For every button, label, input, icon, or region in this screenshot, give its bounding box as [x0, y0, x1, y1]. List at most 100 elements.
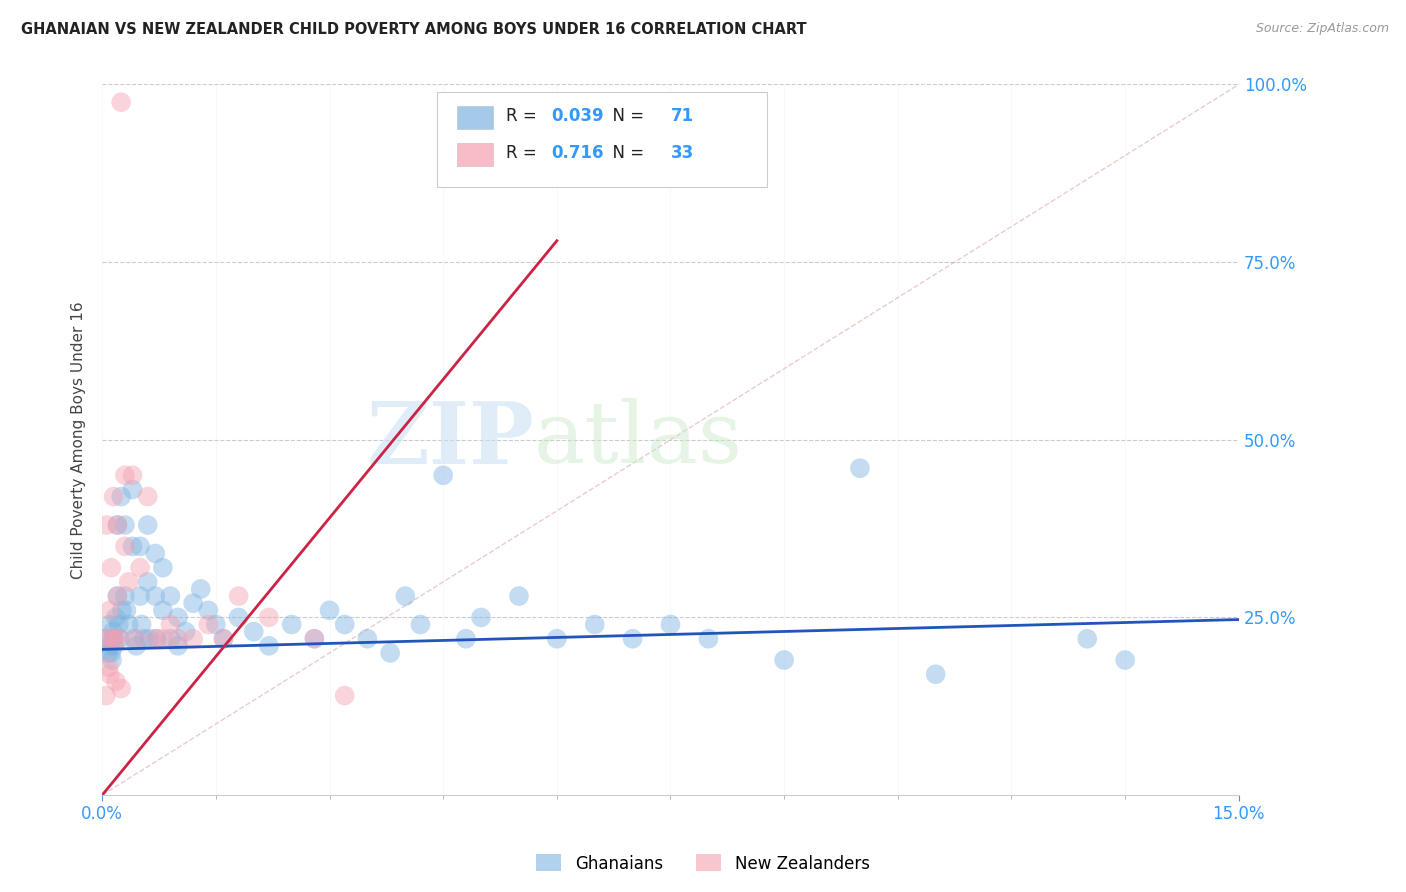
Point [103, 490, 125, 504]
Point [1114, 653, 1136, 667]
Point [118, 617, 141, 632]
Point [131, 617, 153, 632]
Point [205, 617, 228, 632]
FancyBboxPatch shape [457, 144, 494, 166]
Point [103, 632, 125, 646]
Point [104, 610, 127, 624]
Point [583, 617, 606, 632]
Text: 0.039: 0.039 [551, 107, 603, 126]
Point [110, 95, 132, 110]
Text: ZIP: ZIP [367, 398, 534, 482]
Point [152, 560, 174, 574]
Point [115, 603, 138, 617]
Point [114, 589, 136, 603]
Point [174, 624, 197, 639]
Point [181, 596, 204, 610]
Point [114, 468, 136, 483]
Point [257, 610, 280, 624]
Point [409, 617, 432, 632]
Point [143, 632, 166, 646]
Text: R =: R = [506, 107, 541, 126]
Point [101, 624, 124, 639]
Point [100, 646, 122, 660]
Point [132, 632, 155, 646]
Point [105, 518, 128, 533]
Point [118, 574, 141, 589]
Point [96, 518, 118, 533]
Point [121, 539, 143, 553]
Text: 0.716: 0.716 [551, 145, 603, 162]
Point [98, 667, 121, 681]
Point [114, 539, 136, 553]
Point [122, 632, 145, 646]
Point [432, 468, 454, 483]
Text: GHANAIAN VS NEW ZEALANDER CHILD POVERTY AMONG BOYS UNDER 16 CORRELATION CHART: GHANAIAN VS NEW ZEALANDER CHILD POVERTY … [21, 22, 807, 37]
Point [470, 610, 492, 624]
Point [103, 639, 125, 653]
Point [304, 632, 326, 646]
Point [143, 589, 166, 603]
Point [318, 603, 340, 617]
Point [167, 632, 190, 646]
Point [97, 660, 120, 674]
Point [228, 610, 250, 624]
Text: N =: N = [602, 107, 650, 126]
Point [773, 653, 796, 667]
Point [136, 574, 159, 589]
Point [101, 653, 124, 667]
Point [125, 632, 148, 646]
Y-axis label: Child Poverty Among Boys Under 16: Child Poverty Among Boys Under 16 [72, 301, 86, 579]
Legend: Ghanaians, New Zealanders: Ghanaians, New Zealanders [530, 847, 876, 880]
Point [125, 639, 148, 653]
Point [454, 632, 477, 646]
Point [333, 689, 356, 703]
Point [129, 560, 152, 574]
Point [108, 632, 131, 646]
Point [394, 589, 416, 603]
Point [101, 632, 124, 646]
Point [197, 617, 219, 632]
Text: 71: 71 [671, 107, 693, 126]
Point [111, 603, 134, 617]
Point [110, 681, 132, 696]
Text: atlas: atlas [534, 398, 744, 482]
Point [167, 639, 190, 653]
Text: R =: R = [506, 145, 541, 162]
Point [93, 632, 115, 646]
Point [121, 468, 143, 483]
Point [98, 603, 121, 617]
Point [242, 624, 264, 639]
Point [197, 603, 219, 617]
Point [697, 632, 720, 646]
Point [152, 632, 174, 646]
Point [849, 461, 872, 475]
Point [190, 582, 212, 596]
Point [98, 639, 121, 653]
Point [105, 518, 128, 533]
Point [94, 689, 117, 703]
Point [129, 539, 152, 553]
Point [659, 617, 682, 632]
Point [257, 639, 280, 653]
Point [97, 646, 120, 660]
Point [121, 483, 143, 497]
Text: 33: 33 [671, 145, 693, 162]
Point [925, 667, 948, 681]
FancyBboxPatch shape [457, 106, 494, 129]
Point [108, 617, 131, 632]
Point [546, 632, 568, 646]
Text: Source: ZipAtlas.com: Source: ZipAtlas.com [1256, 22, 1389, 36]
Point [228, 589, 250, 603]
Point [378, 646, 401, 660]
Point [136, 518, 159, 533]
Point [280, 617, 302, 632]
Point [356, 632, 378, 646]
Point [110, 490, 132, 504]
Point [136, 490, 159, 504]
Point [212, 632, 235, 646]
FancyBboxPatch shape [437, 92, 768, 187]
Point [105, 589, 128, 603]
Point [103, 632, 125, 646]
Point [143, 546, 166, 560]
Point [159, 617, 181, 632]
